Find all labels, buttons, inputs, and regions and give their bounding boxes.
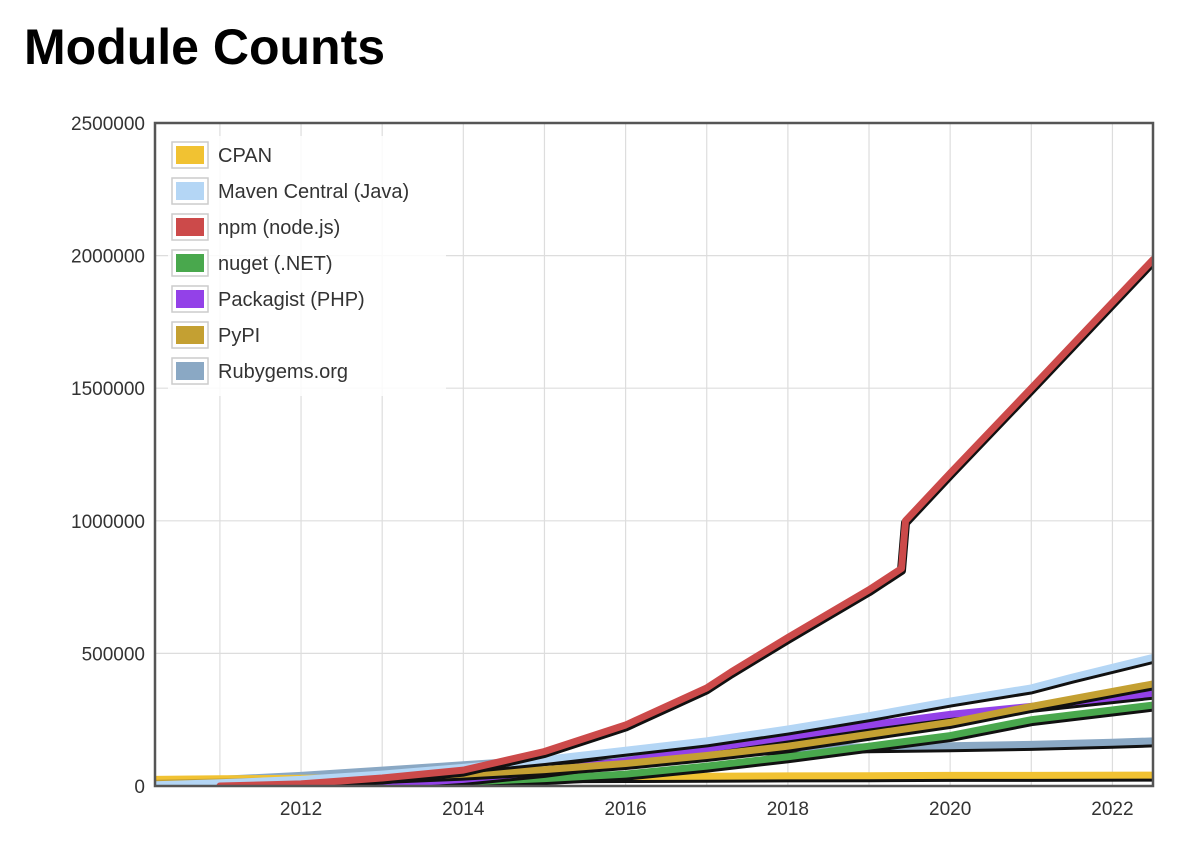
- x-tick-label: 2022: [1091, 799, 1133, 820]
- legend-label-maven-central-java: Maven Central (Java): [218, 181, 409, 203]
- y-tick-label: 1500000: [71, 379, 145, 400]
- plot-frame: [153, 121, 1155, 788]
- x-tick-label: 2014: [442, 799, 485, 820]
- y-tick-label: 2500000: [71, 114, 145, 135]
- x-tick-label: 2012: [280, 799, 322, 820]
- legend-swatch-maven-central-java: [176, 182, 204, 200]
- x-tick-label: 2020: [929, 799, 971, 820]
- x-tick-label: 2018: [767, 799, 809, 820]
- legend-label-pypi: PyPI: [218, 325, 260, 347]
- series-line-maven-central-java: [155, 653, 1153, 786]
- series-layer: [155, 256, 1153, 786]
- legend-swatch-npm-node-js: [176, 218, 204, 236]
- legend-label-nuget-net: nuget (.NET): [218, 253, 332, 275]
- series-line-npm-node-js: [216, 256, 1153, 786]
- legend-swatch-packagist-php: [176, 290, 204, 308]
- axis-layer: 2012 2014 2016 2018 2020 2022 0 500000 1000000 15…: [71, 114, 1155, 820]
- legend-background: [168, 136, 446, 396]
- y-tick-label: 2000000: [71, 247, 145, 268]
- y-tick-label: 1000000: [71, 512, 145, 533]
- legend-label-npm-node-js: npm (node.js): [218, 217, 340, 239]
- x-tick-label: 2016: [604, 799, 646, 820]
- legend-label-rubygems-org: Rubygems.org: [218, 361, 348, 383]
- legend-swatch-cpan: [176, 146, 204, 164]
- legend: CPAN Maven Central (Java) npm (node.js) nug…: [168, 136, 446, 396]
- legend-label-packagist-php: Packagist (PHP): [218, 289, 365, 311]
- legend-swatch-nuget-net: [176, 254, 204, 272]
- legend-label-cpan: CPAN: [218, 145, 272, 167]
- y-tick-label: 500000: [82, 644, 145, 665]
- legend-swatch-pypi: [176, 326, 204, 344]
- y-tick-label: 0: [134, 777, 145, 798]
- legend-swatch-rubygems-org: [176, 362, 204, 380]
- chart-title: Module Counts: [24, 19, 386, 75]
